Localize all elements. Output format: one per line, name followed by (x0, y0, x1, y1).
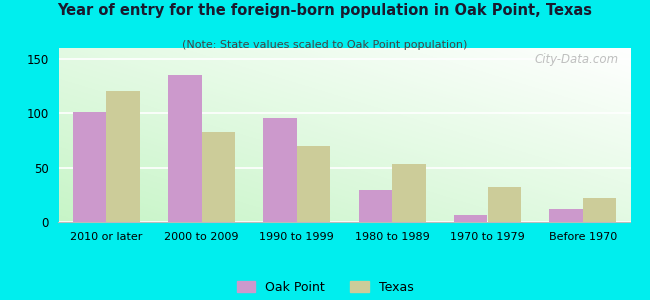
Bar (392, 164, 426, 222)
Bar (488, 187, 521, 222)
Bar (202, 132, 235, 222)
Bar (297, 146, 330, 222)
Bar (168, 75, 202, 222)
Bar (549, 209, 583, 222)
Bar (359, 190, 392, 222)
Text: Year of entry for the foreign-born population in Oak Point, Texas: Year of entry for the foreign-born popul… (57, 3, 593, 18)
Bar (73, 112, 106, 222)
Text: (Note: State values scaled to Oak Point population): (Note: State values scaled to Oak Point … (182, 40, 468, 50)
Bar (106, 92, 140, 222)
Bar (263, 118, 297, 222)
Bar (583, 198, 616, 222)
Legend: Oak Point, Texas: Oak Point, Texas (237, 281, 413, 294)
Bar (454, 215, 488, 222)
Text: City-Data.com: City-Data.com (535, 53, 619, 66)
